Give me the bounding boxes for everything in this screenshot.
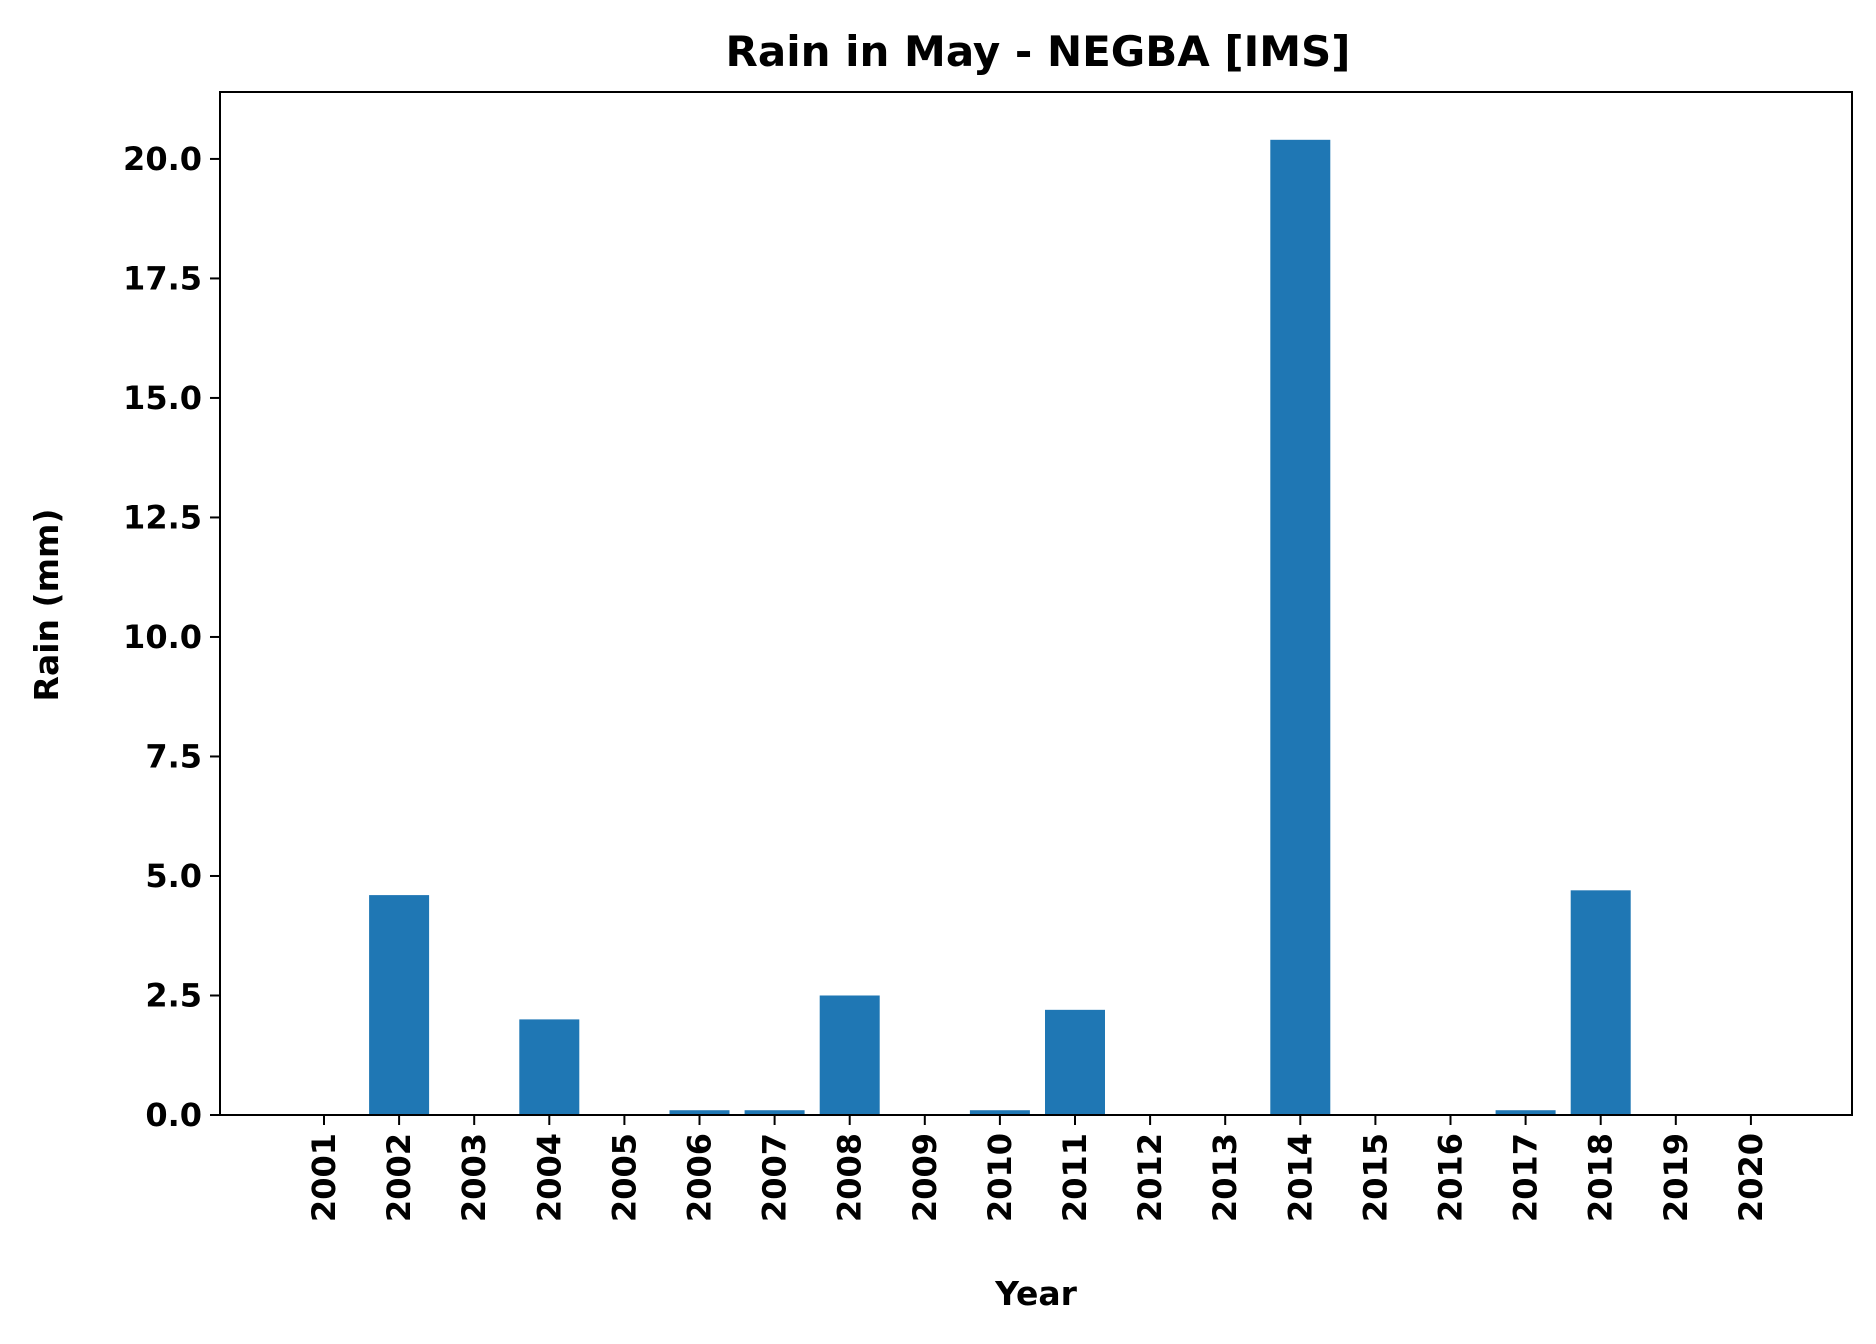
y-tick-label-12.5: 12.5 bbox=[123, 498, 202, 536]
y-tick-label-2.5: 2.5 bbox=[145, 976, 202, 1014]
x-axis-ticks: 2001 2002 2003 2004 2005 2006 2007 2008 2009 2010… bbox=[305, 1115, 1770, 1222]
x-tick-label-2013: 2013 bbox=[1206, 1133, 1244, 1222]
x-tick-label-2019: 2019 bbox=[1657, 1133, 1695, 1222]
bar-2017 bbox=[1495, 1110, 1556, 1115]
x-tick-label-2003: 2003 bbox=[455, 1133, 493, 1222]
plot-frame bbox=[219, 91, 1853, 1116]
x-tick-label-2009: 2009 bbox=[906, 1133, 944, 1222]
x-tick-label-2018: 2018 bbox=[1582, 1133, 1620, 1222]
bar-2018 bbox=[1570, 890, 1631, 1115]
x-tick-label-2001: 2001 bbox=[305, 1133, 343, 1222]
y-axis-ticks: 0.0 2.5 5.0 7.5 10.0 12.5 15.0 17.5 20.0 bbox=[123, 140, 220, 1134]
bar-2010 bbox=[969, 1110, 1030, 1115]
y-tick-label-0.0: 0.0 bbox=[145, 1096, 202, 1134]
bar-2011 bbox=[1045, 1009, 1105, 1115]
bar-2004 bbox=[519, 1019, 580, 1115]
bar-2008 bbox=[819, 995, 880, 1115]
x-tick-label-2012: 2012 bbox=[1131, 1133, 1169, 1222]
x-tick-label-2011: 2011 bbox=[1056, 1133, 1094, 1222]
x-tick-label-2006: 2006 bbox=[681, 1133, 719, 1222]
x-tick-label-2008: 2008 bbox=[831, 1133, 869, 1222]
bar-2007 bbox=[744, 1110, 805, 1115]
chart-title: Rain in May - NEGBA [IMS] bbox=[726, 27, 1351, 76]
y-tick-label-7.5: 7.5 bbox=[145, 737, 202, 775]
x-tick-label-2002: 2002 bbox=[380, 1133, 418, 1222]
y-tick-label-17.5: 17.5 bbox=[123, 259, 202, 297]
x-tick-label-2005: 2005 bbox=[605, 1133, 643, 1222]
x-axis-label: Year bbox=[994, 1274, 1078, 1313]
x-tick-label-2015: 2015 bbox=[1356, 1133, 1394, 1222]
y-tick-label-20.0: 20.0 bbox=[123, 140, 202, 178]
x-tick-label-2010: 2010 bbox=[981, 1133, 1019, 1222]
x-tick-label-2017: 2017 bbox=[1507, 1133, 1545, 1222]
bar-2002 bbox=[369, 895, 430, 1115]
x-tick-label-2016: 2016 bbox=[1432, 1133, 1470, 1222]
x-tick-label-2014: 2014 bbox=[1281, 1133, 1319, 1222]
bar-2014 bbox=[1270, 139, 1331, 1116]
bars-group bbox=[369, 139, 1631, 1116]
y-tick-label-15.0: 15.0 bbox=[123, 379, 202, 417]
x-tick-label-2020: 2020 bbox=[1732, 1133, 1770, 1222]
bar-2006 bbox=[669, 1110, 730, 1115]
y-axis-label: Rain (mm) bbox=[27, 509, 66, 702]
y-tick-label-5.0: 5.0 bbox=[145, 857, 202, 895]
y-tick-label-10.0: 10.0 bbox=[123, 618, 202, 656]
x-tick-label-2007: 2007 bbox=[756, 1133, 794, 1222]
x-tick-label-2004: 2004 bbox=[530, 1133, 568, 1222]
